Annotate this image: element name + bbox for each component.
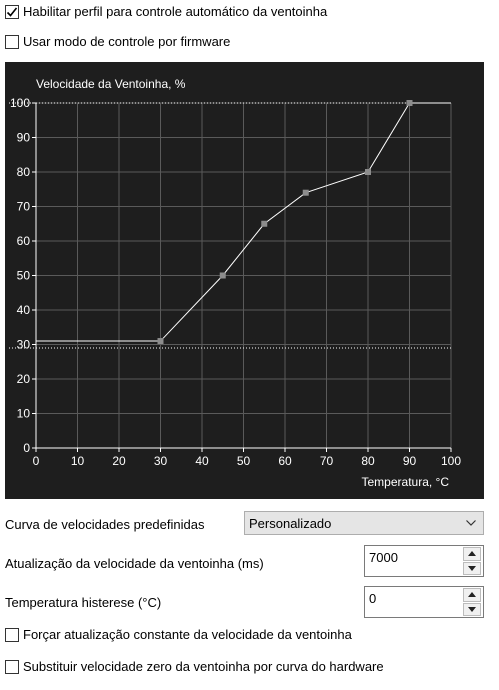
- x-tick-label: 100: [441, 454, 461, 468]
- force-update-label: Forçar atualização constante da velocida…: [23, 627, 352, 642]
- x-tick-label: 90: [403, 454, 417, 468]
- hysteresis-label: Temperatura histerese (°C): [5, 595, 162, 610]
- x-axis-label: Temperatura, °C: [362, 475, 450, 489]
- checkmark-icon: [6, 7, 18, 17]
- update-interval-increment-button[interactable]: [463, 547, 481, 561]
- y-tick-label: 90: [17, 131, 31, 145]
- x-tick-label: 70: [320, 454, 334, 468]
- replace-zero-option[interactable]: Substituir velocidade zero da ventoinha …: [5, 659, 384, 674]
- fan-curve-chart[interactable]: 0 10 20 30 40 50 60 70 80 90 100 0 10 20 30 40 50 60 70 80 9…: [5, 62, 484, 499]
- curve-point[interactable]: [406, 100, 413, 106]
- hysteresis-spinbox[interactable]: [364, 586, 484, 618]
- firmware-mode-checkbox[interactable]: [5, 34, 19, 49]
- curve-point[interactable]: [157, 338, 164, 345]
- firmware-mode-label: Usar modo de controle por firmware: [23, 34, 231, 49]
- update-interval-input[interactable]: [367, 549, 457, 565]
- hysteresis-input[interactable]: [367, 590, 457, 606]
- y-tick-label: 40: [17, 303, 31, 317]
- y-tick-label: 30: [17, 338, 31, 352]
- x-tick-label: 0: [33, 454, 40, 468]
- arrow-up-icon: [468, 551, 476, 557]
- y-tick-label: 20: [17, 372, 31, 386]
- curve-point[interactable]: [365, 169, 371, 175]
- curve-point[interactable]: [302, 189, 309, 196]
- y-tick-label: 0: [23, 441, 30, 455]
- hysteresis-decrement-button[interactable]: [463, 602, 481, 616]
- x-tick-label: 10: [71, 454, 85, 468]
- x-tick-label: 40: [195, 454, 209, 468]
- y-tick-label: 70: [17, 200, 31, 214]
- enable-profile-option[interactable]: Habilitar perfil para controle automátic…: [5, 4, 327, 19]
- y-tick-label: 10: [17, 407, 31, 421]
- force-update-option[interactable]: Forçar atualização constante da velocida…: [5, 627, 352, 642]
- enable-profile-label: Habilitar perfil para controle automátic…: [23, 4, 328, 19]
- x-tick-label: 80: [361, 454, 375, 468]
- x-tick-label: 50: [237, 454, 251, 468]
- y-tick-label: 50: [17, 269, 31, 283]
- arrow-down-icon: [468, 606, 476, 612]
- chart-title: Velocidade da Ventoinha, %: [36, 77, 186, 91]
- x-tick-label: 60: [278, 454, 292, 468]
- update-interval-spinbox[interactable]: [364, 545, 484, 577]
- y-tick-label: 100: [10, 96, 30, 110]
- preset-label: Curva de velocidades predefinidas: [5, 517, 205, 532]
- arrow-up-icon: [468, 592, 476, 598]
- y-tick-label: 80: [17, 165, 31, 179]
- preset-select[interactable]: Personalizado: [244, 511, 484, 535]
- x-tick-label: 20: [112, 454, 126, 468]
- chevron-down-icon: [466, 520, 476, 526]
- hysteresis-increment-button[interactable]: [463, 588, 481, 602]
- replace-zero-checkbox[interactable]: [5, 659, 19, 674]
- curve-point[interactable]: [261, 220, 268, 227]
- enable-profile-checkbox[interactable]: [5, 4, 19, 19]
- force-update-checkbox[interactable]: [5, 627, 19, 642]
- y-tick-label: 60: [17, 234, 31, 248]
- replace-zero-label: Substituir velocidade zero da ventoinha …: [23, 659, 384, 674]
- firmware-mode-option[interactable]: Usar modo de controle por firmware: [5, 34, 230, 49]
- fan-curve-svg[interactable]: 0 10 20 30 40 50 60 70 80 90 100 0 10 20 30 40 50 60 70 80 9…: [5, 62, 484, 499]
- update-interval-label: Atualização da velocidade da ventoinha (…: [5, 556, 264, 571]
- update-interval-decrement-button[interactable]: [463, 561, 481, 575]
- fan-curve-line: [36, 102, 451, 342]
- arrow-down-icon: [468, 565, 476, 571]
- preset-value: Personalizado: [249, 515, 332, 531]
- curve-point[interactable]: [219, 272, 226, 279]
- x-tick-label: 30: [154, 454, 168, 468]
